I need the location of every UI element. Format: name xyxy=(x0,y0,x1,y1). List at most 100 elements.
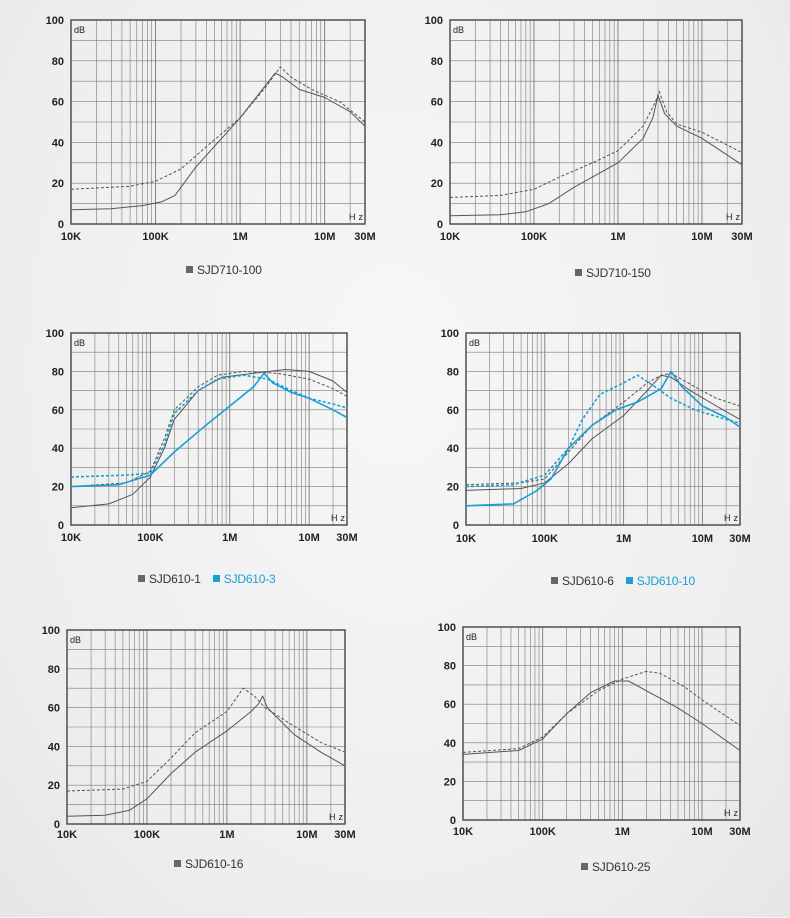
x-tick-label: 10M xyxy=(692,533,713,545)
y-tick-label: 60 xyxy=(48,703,60,715)
x-tick-label: 10M xyxy=(314,231,335,243)
x-tick-label: 10K xyxy=(61,532,81,544)
legend-label: SJD610-25 xyxy=(592,860,651,874)
legend-swatch xyxy=(581,863,588,870)
y-tick-label: 80 xyxy=(52,56,64,68)
x-tick-label: 10K xyxy=(61,231,81,243)
x-tick-label: 10M xyxy=(298,532,319,544)
y-tick-label: 60 xyxy=(52,97,64,109)
x-tick-label: 30M xyxy=(334,829,355,841)
legend-item: SJD610-3 xyxy=(212,572,276,586)
plot-frame xyxy=(70,19,366,225)
plot-frame xyxy=(70,332,348,526)
legend-label: SJD610-6 xyxy=(562,574,614,588)
y-tick-label: 40 xyxy=(48,741,60,753)
chart-sjd610-25: 0 20 40 60 80 100 10K 100K 1M 10M 30M dB Hz SJD610-2… xyxy=(395,612,790,918)
y-axis-unit: dB xyxy=(74,338,85,348)
series-line xyxy=(462,670,741,753)
x-tick-label: 1M xyxy=(219,829,234,841)
legend-item: SJD610-6 xyxy=(551,574,614,588)
legend-item: SJD710-100 xyxy=(186,263,262,277)
y-tick-label: 20 xyxy=(52,178,64,190)
legend-swatch xyxy=(174,860,181,867)
series-line xyxy=(70,66,366,190)
y-tick-label: 20 xyxy=(431,178,443,190)
x-tick-label: 100K xyxy=(532,533,558,545)
chart-sjd710-100: 0 20 40 60 80 100 10K 100K 1M 10M 30M dB Hz SJD710-1… xyxy=(0,0,395,306)
legend-sjd710-100: SJD710-100 xyxy=(186,263,262,277)
series-line xyxy=(70,72,366,211)
series-line xyxy=(66,695,346,817)
x-axis-unit: Hz xyxy=(349,212,366,222)
legend-swatch xyxy=(625,577,633,584)
legend-label: SJD710-100 xyxy=(197,263,262,277)
plot-frame xyxy=(465,332,741,526)
legend-sjd610-6-10: SJD610-6 SJD610-10 xyxy=(551,574,695,588)
y-tick-label: 0 xyxy=(58,219,64,231)
y-tick-label: 0 xyxy=(450,815,456,827)
x-tick-label: 100K xyxy=(137,532,163,544)
x-tick-label: 10K xyxy=(453,826,473,838)
y-tick-label: 20 xyxy=(444,776,456,788)
chart-sjd610-1-3-svg: 0 20 40 60 80 100 10K 100K 1M 10M 30M dB Hz xyxy=(46,328,358,544)
series-line xyxy=(449,90,743,198)
series-line xyxy=(465,374,741,488)
chart-sjd710-150: 0 20 40 60 80 100 10K 100K 1M 10M 30M dB Hz SJD710-1… xyxy=(395,0,790,306)
series-line xyxy=(465,370,741,507)
plot-frame xyxy=(462,626,741,821)
y-tick-label: 40 xyxy=(444,738,456,750)
x-tick-label: 10K xyxy=(57,829,77,841)
y-tick-label: 0 xyxy=(58,520,64,532)
y-tick-label: 20 xyxy=(48,780,60,792)
x-axis-unit: Hz xyxy=(724,808,741,818)
legend-swatch xyxy=(551,577,558,584)
legend-sjd610-25: SJD610-25 xyxy=(581,860,650,874)
legend-label: SJD610-10 xyxy=(636,574,696,588)
y-axis-unit: dB xyxy=(70,635,81,645)
series-line xyxy=(449,95,743,217)
x-tick-label: 10M xyxy=(691,826,712,838)
x-tick-label: 1M xyxy=(615,826,630,838)
y-tick-label: 60 xyxy=(447,405,459,417)
x-tick-label: 1M xyxy=(610,231,625,243)
y-tick-label: 100 xyxy=(425,15,443,27)
x-tick-label: 100K xyxy=(134,829,160,841)
y-tick-label: 20 xyxy=(447,482,459,494)
y-tick-label: 80 xyxy=(431,56,443,68)
legend-item: SJD610-16 xyxy=(174,857,243,871)
x-tick-label: 30M xyxy=(729,826,750,838)
legend-item: SJD710-150 xyxy=(575,266,651,280)
chart-sjd610-16-svg: 0 20 40 60 80 100 10K 100K 1M 10M 30M dB Hz xyxy=(42,625,356,841)
x-tick-label: 30M xyxy=(354,231,375,243)
x-tick-label: 30M xyxy=(729,533,750,545)
chart-sjd710-150-svg: 0 20 40 60 80 100 10K 100K 1M 10M 30M dB Hz xyxy=(425,15,753,243)
x-axis-unit: Hz xyxy=(724,513,741,523)
y-tick-label: 80 xyxy=(447,366,459,378)
series-line xyxy=(462,680,741,755)
x-tick-label: 10M xyxy=(296,829,317,841)
legend-item: SJD610-1 xyxy=(138,572,201,586)
y-tick-label: 100 xyxy=(46,328,64,340)
plot-frame xyxy=(449,19,743,225)
x-axis-unit: Hz xyxy=(329,812,346,822)
legend-sjd610-1-3: SJD610-1 SJD610-3 xyxy=(138,572,276,586)
legend-swatch xyxy=(186,266,193,273)
x-tick-label: 10K xyxy=(440,231,460,243)
y-tick-label: 0 xyxy=(453,520,459,532)
x-tick-label: 100K xyxy=(142,231,168,243)
legend-label: SJD610-3 xyxy=(223,572,276,586)
plot-frame xyxy=(66,629,346,825)
chart-sjd610-16: 0 20 40 60 80 100 10K 100K 1M 10M 30M dB Hz SJD610-1… xyxy=(0,612,395,918)
y-tick-label: 100 xyxy=(42,625,60,637)
x-tick-label: 10K xyxy=(456,533,476,545)
x-tick-label: 1M xyxy=(616,533,631,545)
y-tick-label: 20 xyxy=(52,482,64,494)
y-tick-label: 100 xyxy=(438,622,456,634)
y-tick-label: 80 xyxy=(444,661,456,673)
legend-sjd710-150: SJD710-150 xyxy=(575,266,651,280)
y-tick-label: 60 xyxy=(431,97,443,109)
x-tick-label: 1M xyxy=(222,532,237,544)
chart-sjd610-1-3: 0 20 40 60 80 100 10K 100K 1M 10M 30M dB Hz SJD610-1… xyxy=(0,306,395,612)
x-axis-unit: Hz xyxy=(726,212,743,222)
